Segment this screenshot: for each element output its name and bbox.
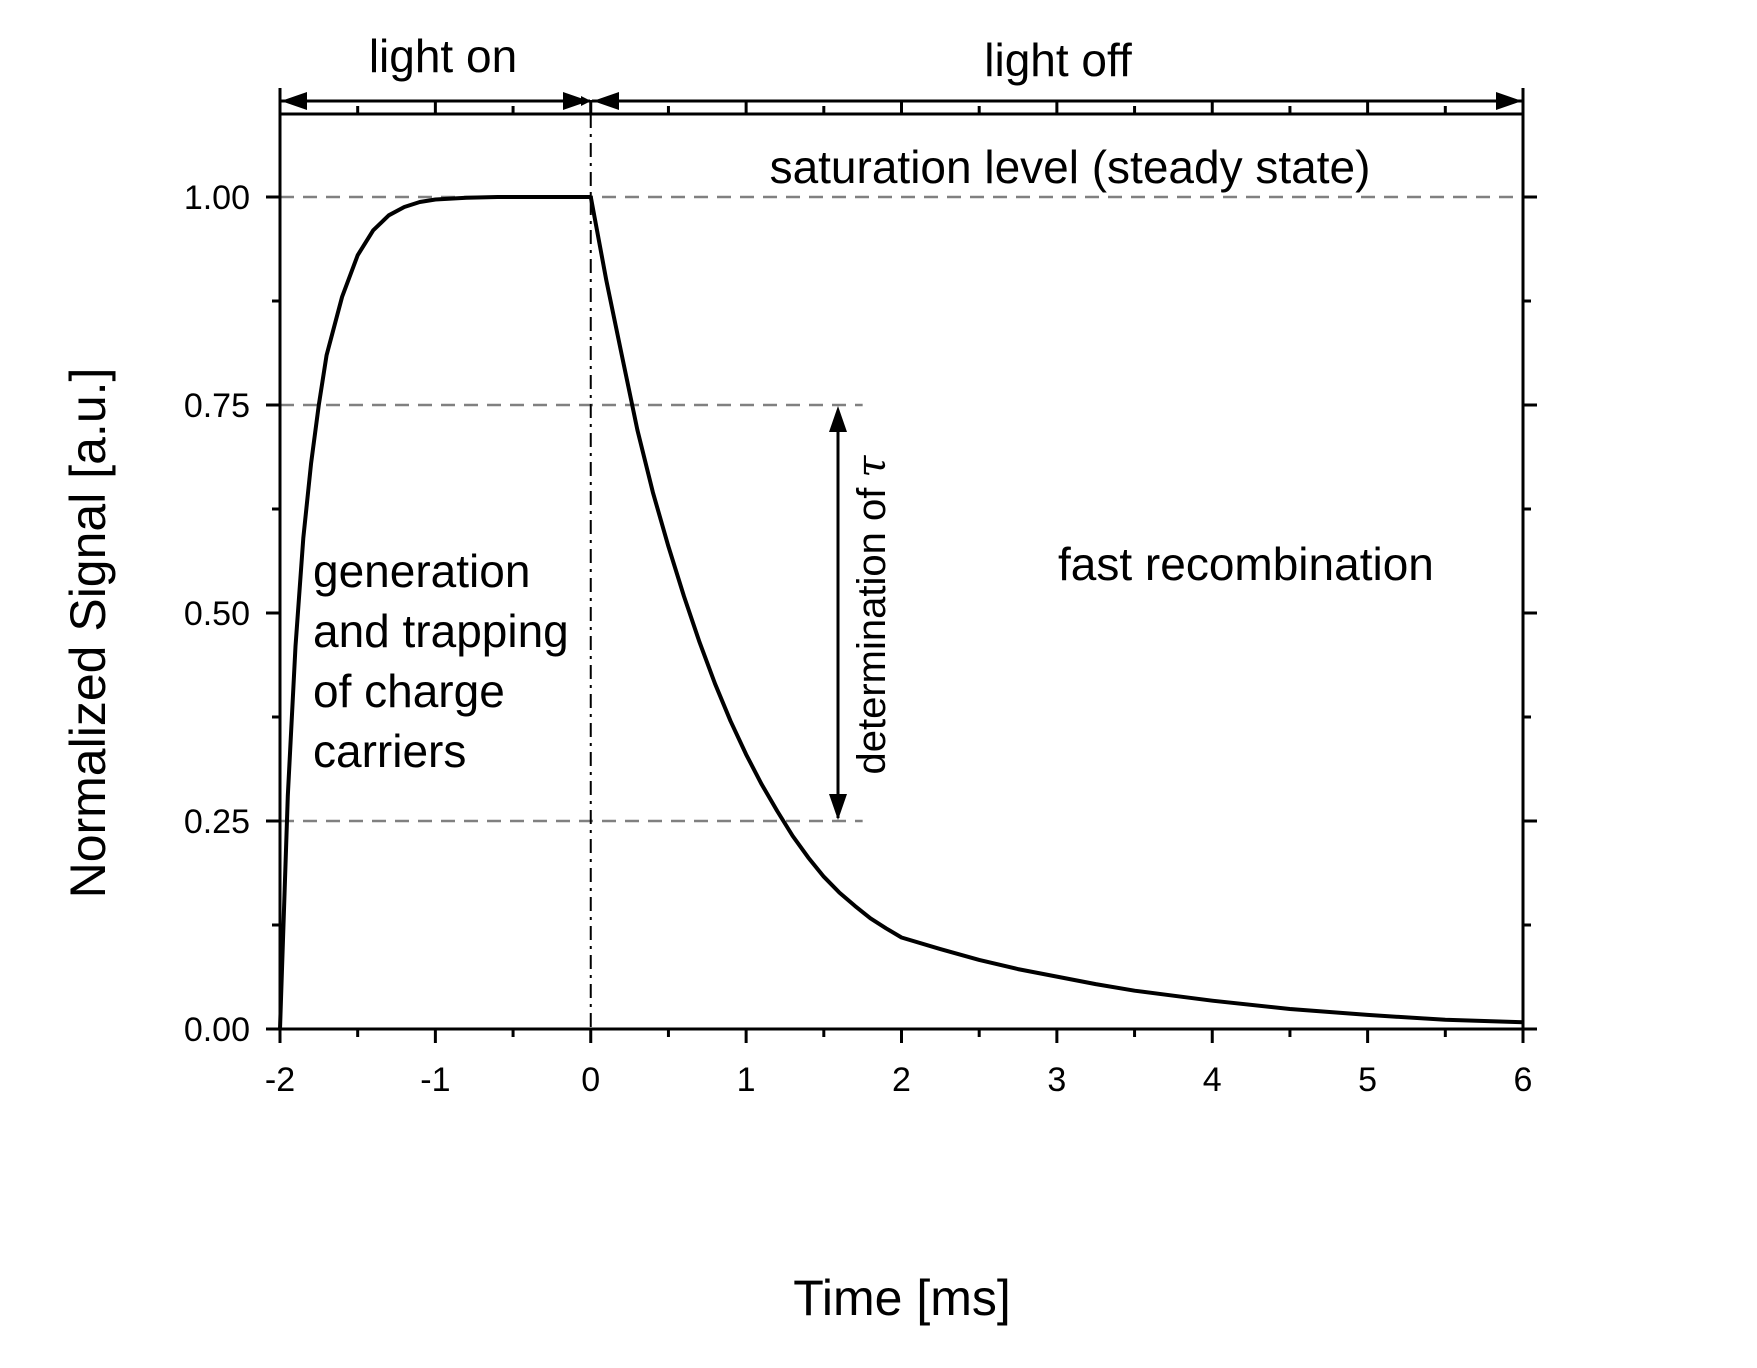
generation-line-1: generation: [313, 545, 530, 597]
x-tick-label: 3: [1047, 1061, 1066, 1099]
determination-label: determination of τ: [849, 455, 895, 775]
y-tick-label: 0.50: [184, 595, 250, 633]
light-on-arrow-head-right: [563, 92, 589, 110]
generation-line-2: and trapping: [313, 605, 569, 657]
light-off-arrow-head-left: [593, 92, 619, 110]
svg-text:determination ofτ: determination of τ: [849, 455, 895, 775]
light-on-arrow-head-left: [281, 92, 307, 110]
x-tick-label: 1: [737, 1061, 756, 1099]
y-tick-label: 0.25: [184, 803, 250, 841]
tau-symbol: τ: [849, 455, 895, 478]
x-axis-title: Time [ms]: [793, 1270, 1011, 1326]
x-tick-label: 4: [1203, 1061, 1222, 1099]
x-tick-label: 5: [1358, 1061, 1377, 1099]
x-tick-label: 2: [892, 1061, 911, 1099]
generation-line-4: carriers: [313, 725, 466, 777]
generation-line-3: of charge: [313, 665, 505, 717]
x-tick-label: -2: [265, 1061, 295, 1099]
determination-text: determination of: [850, 487, 894, 775]
x-tick-label: 6: [1514, 1061, 1533, 1099]
y-tick-label: 0.75: [184, 387, 250, 425]
x-tick-label: 0: [581, 1061, 600, 1099]
signal-curve: [278, 195, 1524, 1030]
plot-frame: [278, 112, 1525, 1031]
x-tick-labels: -2 -1 0 1 2 3 4 5 6: [265, 1061, 1533, 1099]
x-tick-label: -1: [420, 1061, 450, 1099]
fast-recombination-label: fast recombination: [1058, 538, 1434, 590]
saturation-label: saturation level (steady state): [770, 141, 1371, 193]
y-axis-title: Normalized Signal [a.u.]: [60, 368, 116, 899]
light-off-label: light off: [984, 34, 1132, 86]
y-tick-label: 0.00: [184, 1011, 250, 1049]
y-tick-label: 1.00: [184, 179, 250, 217]
light-off-arrow-head-right: [1496, 92, 1522, 110]
light-on-label: light on: [369, 30, 517, 82]
y-tick-labels: 0.00 0.25 0.50 0.75 1.00: [184, 179, 250, 1049]
